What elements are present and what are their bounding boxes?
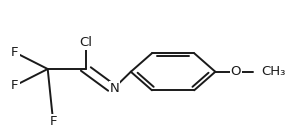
Text: CH₃: CH₃ (262, 65, 286, 78)
Text: F: F (50, 115, 57, 128)
Text: O: O (230, 65, 241, 78)
Text: F: F (11, 46, 19, 59)
Text: Cl: Cl (79, 36, 92, 49)
Text: N: N (110, 82, 119, 95)
Text: F: F (11, 79, 19, 92)
